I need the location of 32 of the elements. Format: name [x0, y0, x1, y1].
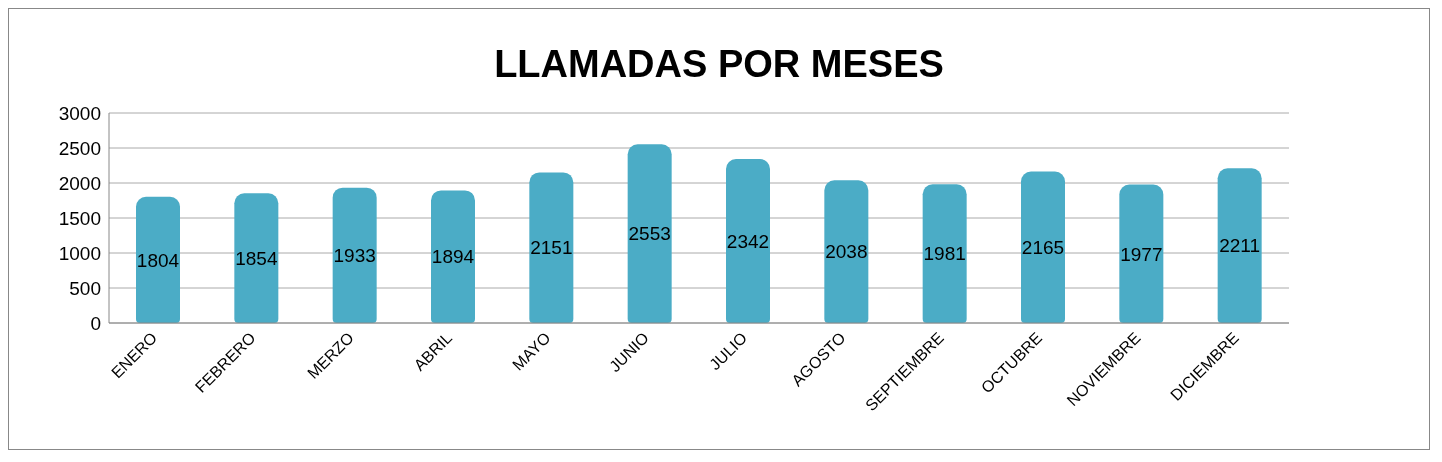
- bar: [529, 172, 574, 323]
- data-label: 2342: [726, 230, 770, 252]
- data-label: 2151: [530, 237, 573, 259]
- data-label: 2165: [1021, 236, 1065, 258]
- y-tick-label: 1000: [58, 242, 101, 264]
- bar: [1021, 171, 1065, 323]
- bar: [1119, 184, 1164, 323]
- y-tick-label: 0: [90, 312, 101, 334]
- bar: [136, 196, 180, 323]
- data-label: 1894: [431, 246, 475, 268]
- bar: [234, 193, 279, 323]
- y-tick-label: 2000: [58, 172, 101, 194]
- data-label: 2038: [825, 241, 868, 263]
- bar: [332, 187, 377, 323]
- bar: [431, 190, 475, 323]
- y-tick-label: 2500: [58, 137, 101, 159]
- bar: [922, 184, 967, 323]
- data-label: 1854: [235, 247, 278, 269]
- data-label: 1981: [923, 243, 966, 265]
- chart-title: LLAMADAS POR MESES: [493, 42, 945, 87]
- y-tick-label: 500: [69, 277, 101, 299]
- bar: [824, 180, 869, 323]
- bar: [627, 144, 672, 323]
- data-label: 1977: [1120, 243, 1163, 265]
- y-tick-label: 3000: [58, 102, 101, 124]
- data-label: 1933: [333, 245, 376, 267]
- y-tick-label: 1500: [58, 207, 101, 229]
- bar: [1217, 168, 1262, 323]
- bar: [726, 159, 770, 323]
- data-label: 2211: [1219, 235, 1261, 257]
- data-label: 2553: [628, 223, 671, 245]
- data-label: 1804: [136, 249, 180, 271]
